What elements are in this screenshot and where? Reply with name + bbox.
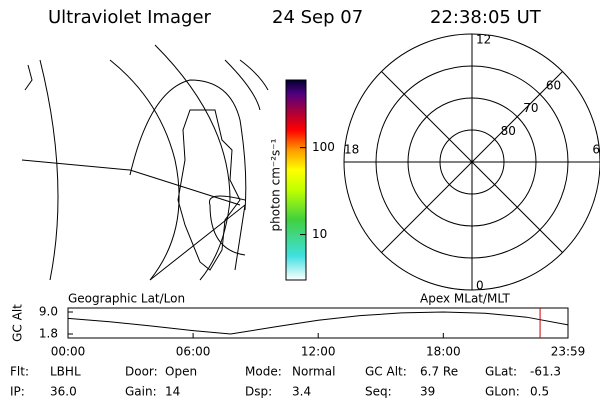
map-label: Geographic Lat/Lon <box>68 292 185 306</box>
field-value: 39 <box>420 385 435 399</box>
field-value: Open <box>165 365 197 379</box>
field-label: Flt: <box>10 365 29 379</box>
field-value: -61.3 <box>530 365 561 379</box>
x-tick-label: 12:00 <box>301 345 336 359</box>
field-label: Mode: <box>245 365 282 379</box>
polar-grid <box>343 33 600 291</box>
y-tick-label: 9.0 <box>39 305 58 319</box>
x-tick-label: 06:00 <box>176 345 211 359</box>
date: 24 Sep 07 <box>272 7 363 28</box>
colorbar-label: photon cm⁻²s⁻¹ <box>269 138 283 231</box>
time: 22:38:05 UT <box>430 7 542 28</box>
x-tick-label: 00:00 <box>51 345 86 359</box>
mlt-label: 18 <box>344 143 359 157</box>
polar-label: Apex MLat/MLT <box>420 292 510 306</box>
x-tick-label: 18:00 <box>426 345 461 359</box>
field-value: 14 <box>165 385 180 399</box>
field-label: Seq: <box>365 385 392 399</box>
mlt-label: 6 <box>592 143 600 157</box>
mlt-label: 0 <box>476 279 484 293</box>
colorbar <box>285 79 307 281</box>
lat-label: 60 <box>546 79 561 93</box>
field-label: Dsp: <box>245 385 272 399</box>
field-value: 36.0 <box>50 385 77 399</box>
field-label: GLat: <box>485 365 517 379</box>
field-label: GC Alt: <box>365 365 407 379</box>
colorbar-tick-label: 10 <box>312 227 327 241</box>
field-label: Door: <box>125 365 158 379</box>
field-value: LBHL <box>50 365 81 379</box>
altitude-curve <box>67 311 569 335</box>
field-label: Gain: <box>125 385 157 399</box>
field-label: GLon: <box>485 385 520 399</box>
field-value: Normal <box>292 365 335 379</box>
x-tick-label: 23:59 <box>551 345 586 359</box>
colorbar-tick-label: 100 <box>312 140 335 154</box>
mlt-label: 12 <box>476 33 491 47</box>
field-value: 3.4 <box>292 385 311 399</box>
field-value: 6.7 Re <box>420 365 458 379</box>
y-tick-label: 1.8 <box>39 327 58 341</box>
lat-label: 80 <box>501 124 516 138</box>
title: Ultraviolet Imager <box>48 7 212 28</box>
lat-label: 70 <box>523 101 538 115</box>
altitude-label: GC Alt <box>11 304 25 342</box>
field-value: 0.5 <box>530 385 549 399</box>
field-label: IP: <box>10 385 25 399</box>
map <box>21 44 269 281</box>
